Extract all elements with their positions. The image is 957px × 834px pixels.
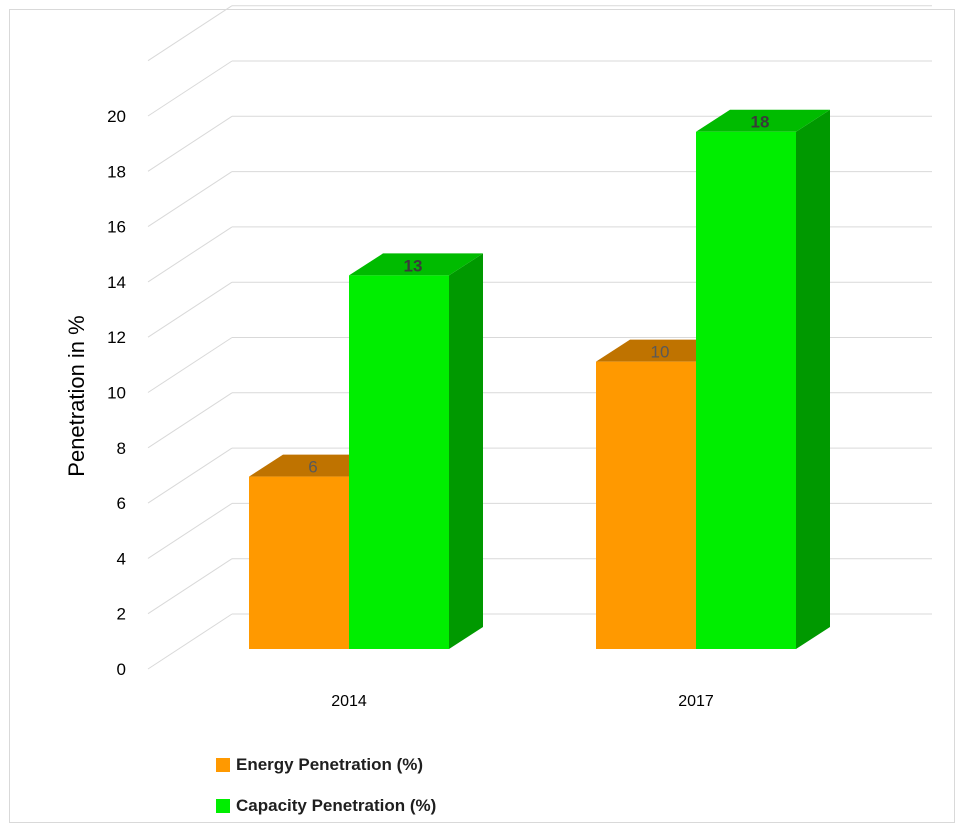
- gridline-depth: [147, 281, 233, 338]
- data-label: 10: [651, 343, 670, 362]
- bar-side: [796, 109, 830, 649]
- y-tick-label: 2: [117, 605, 126, 624]
- gridline-depth: [147, 558, 233, 615]
- y-tick-label: 4: [117, 549, 126, 568]
- y-tick-label: 6: [117, 494, 126, 513]
- x-axis-ticks: 2014 2017: [331, 693, 714, 710]
- legend: Energy Penetration (%) Capacity Penetrat…: [216, 752, 436, 834]
- bar-front: [249, 476, 349, 649]
- y-tick-label: 16: [107, 218, 126, 237]
- data-labels: 6 13 10 18: [308, 113, 769, 477]
- bar-front: [696, 131, 796, 649]
- x-tick-label: 2017: [678, 693, 714, 710]
- data-label: 18: [751, 113, 770, 132]
- legend-item-energy: Energy Penetration (%): [216, 752, 436, 778]
- gridline-depth: [147, 115, 233, 172]
- data-label: 6: [308, 458, 317, 477]
- gridline-depth: [147, 502, 233, 559]
- gridline-depth: [147, 392, 233, 449]
- bars: [249, 109, 830, 649]
- gridline-depth: [147, 337, 233, 393]
- y-axis-title: Penetration in %: [64, 315, 89, 476]
- bar-capacity-2014: [349, 253, 483, 649]
- gridline-depth: [147, 226, 233, 283]
- y-tick-label: 8: [117, 439, 126, 458]
- bar-side: [449, 253, 483, 649]
- y-tick-label: 18: [107, 162, 126, 181]
- bar-front: [349, 275, 449, 649]
- y-tick-label: 14: [107, 273, 126, 292]
- bar-top: [349, 253, 483, 276]
- bar-front: [596, 361, 696, 649]
- legend-item-capacity: Capacity Penetration (%): [216, 793, 436, 819]
- legend-label-capacity: Capacity Penetration (%): [236, 796, 437, 815]
- y-tick-label: 0: [117, 660, 126, 679]
- legend-label-energy: Energy Penetration (%): [236, 755, 424, 774]
- legend-swatch-capacity: [216, 799, 230, 813]
- x-tick-label: 2014: [331, 693, 367, 710]
- gridline-depth: [147, 447, 233, 504]
- data-label: 13: [404, 256, 423, 275]
- bar-capacity-2017: [696, 109, 830, 649]
- gridline-depth: [147, 171, 233, 228]
- gridline-depth: [147, 613, 233, 670]
- gridline-depth: [147, 60, 233, 117]
- y-tick-label: 10: [107, 384, 126, 403]
- y-tick-label: 20: [107, 107, 126, 126]
- legend-swatch-energy: [216, 758, 230, 772]
- y-axis-ticks: 0 2 4 6 8 10 12 14 16 18 20: [107, 107, 126, 679]
- y-tick-label: 12: [107, 328, 126, 347]
- gridline-depth: [147, 5, 233, 62]
- bar-top: [696, 109, 830, 132]
